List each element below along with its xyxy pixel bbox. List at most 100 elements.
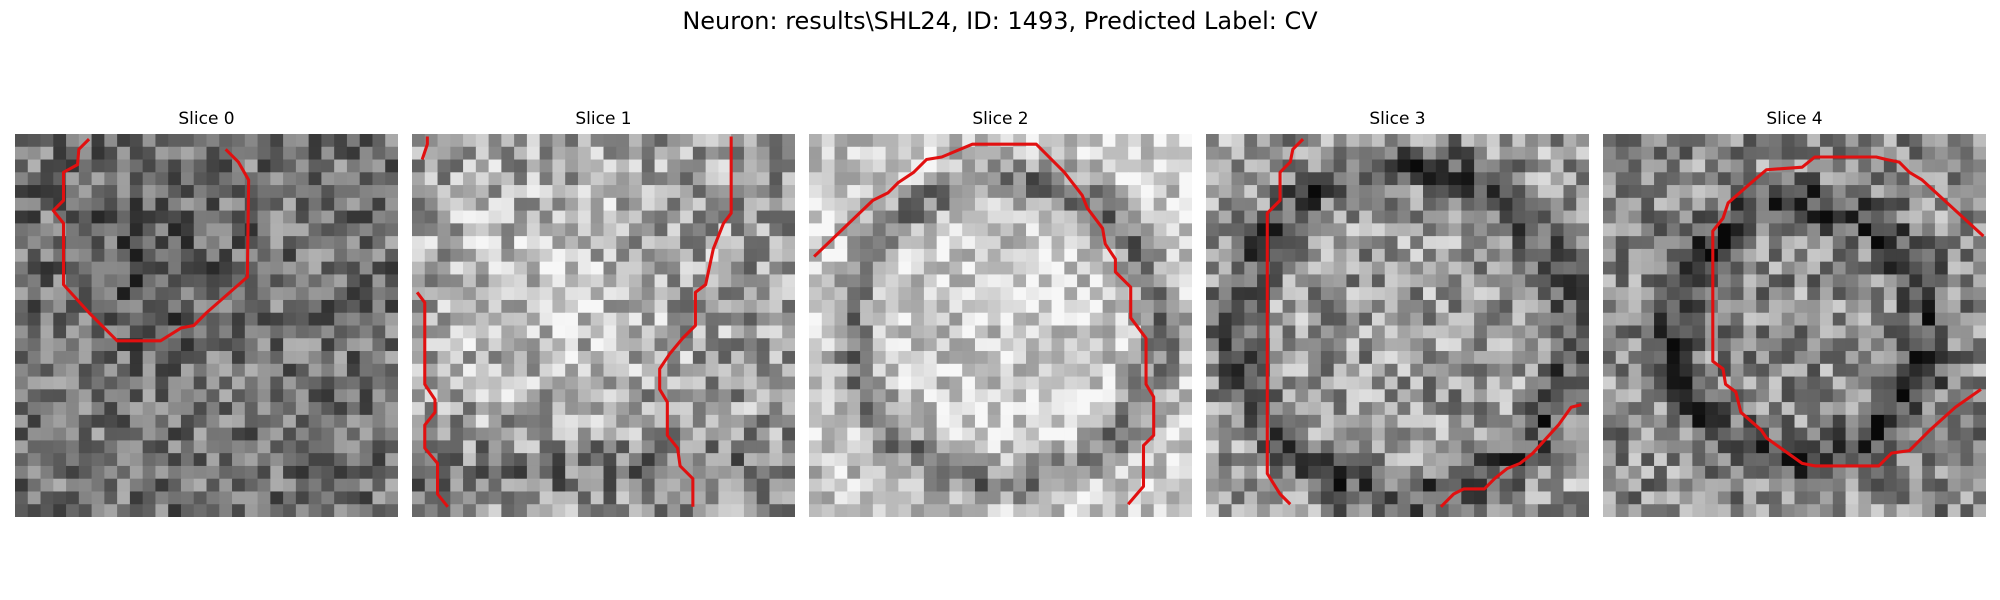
pixel [412,312,426,327]
pixel [692,389,707,403]
pixel [1743,338,1757,352]
pixel [346,299,361,314]
pixel [641,236,656,250]
pixel [756,223,771,237]
pixel [206,389,220,403]
pixel [1397,210,1411,225]
pixel [1717,427,1732,442]
pixel [718,146,732,161]
pixel [1384,427,1399,442]
pixel [1077,427,1091,442]
pixel [936,465,951,480]
pixel [117,197,131,212]
pixel [168,351,182,365]
pixel [743,338,758,352]
pixel [1166,312,1180,327]
pixel [603,478,617,493]
pixel [1628,312,1642,327]
pixel [463,351,477,365]
pixel [1231,146,1245,161]
pixel [1051,134,1065,148]
pixel [1435,197,1450,212]
pixel [1257,197,1271,212]
pixel [206,402,220,416]
pixel [577,376,592,390]
pixel [756,312,771,327]
pixel [450,491,464,505]
pixel [206,325,220,339]
pixel [463,261,477,276]
pixel [424,261,439,276]
pixel [206,287,220,301]
pixel [1371,338,1386,352]
pixel [1692,465,1706,480]
pixel [898,185,912,199]
pixel [283,414,297,429]
pixel [1423,402,1437,416]
pixel [27,210,42,225]
pixel [1563,325,1577,339]
pixel [1051,197,1065,212]
pixel [193,504,208,517]
pixel [1845,504,1859,517]
pixel [872,223,887,237]
pixel [1845,261,1859,276]
pixel [1320,274,1335,288]
pixel [1845,453,1859,467]
pixel [654,363,668,378]
pixel [769,465,783,480]
pixel [1628,351,1642,365]
pixel [1320,504,1335,517]
pixel [1499,172,1514,186]
pixel [308,376,323,390]
pixel [104,274,118,288]
pixel [1269,159,1284,173]
pixel [526,427,541,442]
pixel [334,172,348,186]
pixel [1410,159,1424,173]
segmentation-contour [1439,403,1582,508]
pixel [616,261,630,276]
pixel [1371,248,1386,263]
pixel [1666,325,1681,339]
pixel [142,414,157,429]
pixel [1603,478,1617,493]
pixel [1166,274,1180,288]
pixel [1140,376,1155,390]
pixel [40,414,54,429]
pixel [1244,274,1258,288]
pixel [193,210,208,225]
pixel [385,465,398,480]
pixel [1499,402,1514,416]
pixel [1166,363,1180,378]
pixel [372,261,386,276]
pixel [1102,299,1117,314]
pixel [1537,478,1552,493]
pixel [1102,465,1117,480]
pixel [66,261,80,276]
pixel [1320,159,1335,173]
pixel [987,236,1002,250]
pixel [475,223,490,237]
pixel [1346,248,1360,263]
pixel [78,236,93,250]
pixel [1934,363,1949,378]
pixel [1179,312,1192,327]
pixel [1026,402,1040,416]
pixel [847,440,861,454]
pixel [1628,134,1642,148]
pixel [1423,274,1437,288]
pixel [680,376,694,390]
pixel [974,389,989,403]
pixel [590,210,605,225]
pixel [539,299,554,314]
pixel [1807,504,1821,517]
pixel [27,248,42,263]
pixel [1179,134,1192,148]
pixel [809,402,823,416]
pixel [244,440,259,454]
pixel [1871,389,1885,403]
pixel [1461,376,1475,390]
pixel [1666,402,1681,416]
pixel [1871,172,1885,186]
